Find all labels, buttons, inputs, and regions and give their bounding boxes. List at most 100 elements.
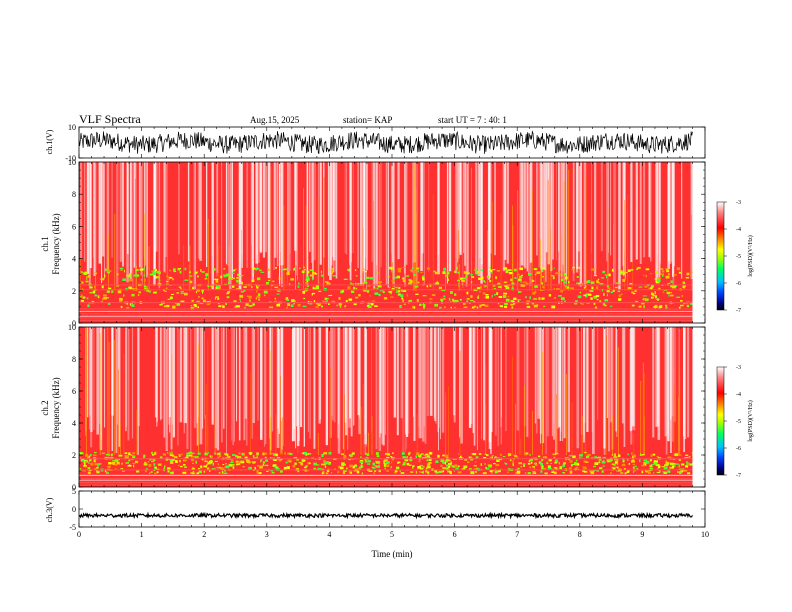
spectrogram-band-cell <box>345 455 347 459</box>
spectrogram-band-cell <box>387 276 390 278</box>
spectrogram-streak <box>338 327 340 439</box>
spectrogram-band-cell <box>596 286 599 290</box>
spectrogram-band-cell <box>530 461 533 464</box>
spectrogram-band-cell <box>664 464 668 467</box>
spectrogram-streak <box>648 162 651 258</box>
spectrogram-band-cell <box>167 469 170 473</box>
spectrogram-streak <box>296 327 299 427</box>
spectrogram-band-cell <box>288 283 291 286</box>
spectrogram-streak <box>221 162 223 285</box>
spectrogram-band-cell <box>650 273 652 275</box>
spectrogram-band-cell <box>262 463 265 467</box>
spectrogram-band-cell <box>224 469 227 472</box>
spectrogram-streak <box>274 162 277 258</box>
spectrogram-band-cell <box>338 297 341 300</box>
spectrogram-burst <box>207 219 209 291</box>
spectrogram-band-cell <box>484 304 489 308</box>
spectrogram-streak <box>332 162 334 257</box>
spectrogram-band-cell <box>447 465 451 468</box>
spectrogram-streak <box>562 327 564 442</box>
spectrogram-band-cell <box>231 278 233 280</box>
spectrogram-band-cell <box>258 298 260 301</box>
spectrogram-streak <box>257 327 259 421</box>
spectrogram-band-cell <box>355 287 358 290</box>
spectrogram-band-cell <box>476 467 478 471</box>
spectrogram-band-cell <box>491 272 493 274</box>
ch1-colorbar-label: log(PSD)(V²/Hz) <box>747 235 754 276</box>
spectrogram-band-cell <box>200 269 202 272</box>
spectrogram-band-cell <box>378 293 381 297</box>
spectrogram-band-cell <box>378 464 380 467</box>
spectrogram-streak <box>623 162 625 251</box>
spectrogram-band-cell <box>368 470 373 472</box>
spectrogram-band-cell <box>156 276 160 279</box>
spectrogram-band-cell <box>256 277 261 281</box>
spectrogram-band-cell <box>237 273 240 276</box>
spectrogram-band-cell <box>219 455 222 458</box>
spectrogram-band-cell <box>188 453 193 456</box>
spectrogram-streak <box>460 327 463 444</box>
spectrogram-streak <box>630 327 633 430</box>
spectrogram-streak <box>500 327 502 427</box>
spectrogram-band-cell <box>389 267 391 270</box>
spectrogram-streak <box>329 327 332 438</box>
spectrogram-band-cell <box>496 292 499 295</box>
spectrogram-band-cell <box>346 467 348 470</box>
spectrogram-streak <box>168 327 171 417</box>
spectrogram-band-cell <box>416 299 419 302</box>
spectrogram-band-cell <box>662 275 664 277</box>
spectrogram-band-cell <box>559 466 563 470</box>
spectrogram-band-cell <box>286 299 289 301</box>
spectrogram-band-cell <box>323 459 326 463</box>
spectrogram-band-cell <box>498 458 503 461</box>
spectrogram-burst <box>584 332 586 455</box>
spectrogram-burst <box>618 347 619 455</box>
spectrogram-band-cell <box>312 286 315 290</box>
spectrogram-band-cell <box>665 275 670 279</box>
spectrogram-streak <box>672 162 675 277</box>
spectrogram-band-cell <box>228 278 232 280</box>
spectrogram-streak <box>173 327 175 438</box>
spectrogram-streak <box>256 162 258 270</box>
spectrogram-band-cell <box>108 462 111 465</box>
spectrogram-streak <box>132 162 133 288</box>
spectrogram-band-cell <box>418 453 421 456</box>
spectrogram-band-cell <box>355 296 359 299</box>
spectrogram-streak <box>566 162 568 280</box>
spectrogram-band-cell <box>686 304 690 308</box>
spectrogram-band-cell <box>594 462 599 465</box>
spectrogram-band-cell <box>632 466 635 469</box>
spectrogram-streak <box>362 162 364 273</box>
spectrogram-band-cell <box>240 300 242 303</box>
spectrogram-streak <box>172 327 174 425</box>
spectrogram-band-cell <box>325 472 329 475</box>
spectrogram-burst <box>280 376 281 455</box>
spectrogram-band-cell <box>382 291 385 294</box>
spectrogram-streak <box>206 162 208 267</box>
spectrogram-burst <box>148 246 150 291</box>
spectrogram-band-cell <box>211 468 215 470</box>
spectrogram-band-cell <box>618 294 621 297</box>
spectrogram-band-cell <box>516 273 520 276</box>
spectrogram-band-cell <box>485 295 489 299</box>
spectrogram-streak <box>562 162 565 265</box>
spectrogram-band-cell <box>107 465 111 468</box>
spectrogram-streak <box>309 162 311 252</box>
spectrogram-band-cell <box>374 465 378 467</box>
spectrogram-band-cell <box>677 466 681 468</box>
spectrogram-band-cell <box>159 279 161 282</box>
spectrogram-band-cell <box>119 297 123 301</box>
spectrogram-band-cell <box>118 459 120 461</box>
spectrogram-band-cell <box>189 271 191 273</box>
spectrogram-band-cell <box>249 299 251 302</box>
spectrogram-band-cell <box>135 274 140 277</box>
spectrogram-streak <box>480 162 483 264</box>
spectrogram-band-cell <box>94 468 97 471</box>
spectrogram-burst <box>568 169 570 291</box>
spectrogram-band-cell <box>426 457 429 459</box>
spectrogram-band-cell <box>331 300 335 304</box>
spectrogram-band-cell <box>463 271 468 274</box>
spectrogram-streak <box>102 162 105 257</box>
spectrogram-band-cell <box>482 472 487 475</box>
spectrogram-band-cell <box>360 465 364 468</box>
